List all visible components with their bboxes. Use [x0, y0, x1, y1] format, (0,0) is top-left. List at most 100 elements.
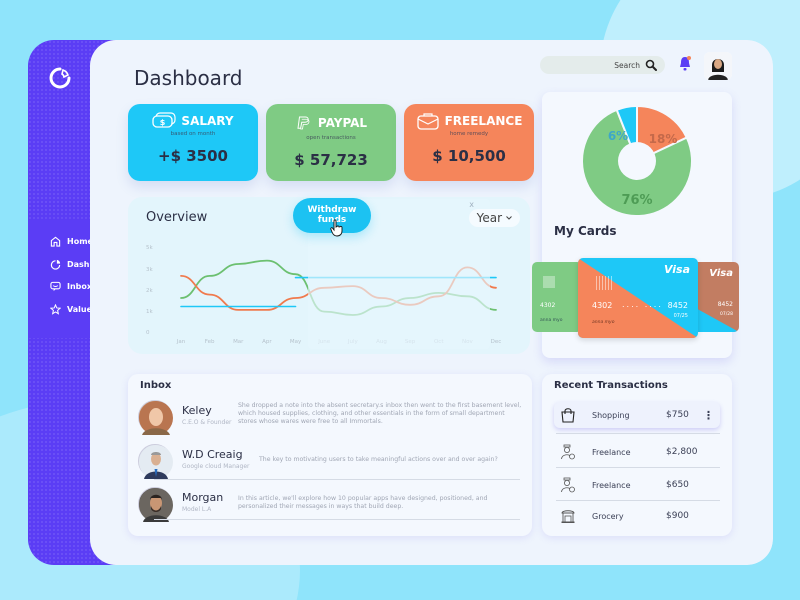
store-icon — [561, 510, 575, 523]
period-select[interactable]: Year — [468, 209, 520, 227]
stat-value: $ 10,500 — [432, 147, 506, 165]
freelancer-icon — [561, 444, 575, 460]
divider — [154, 479, 520, 480]
donut-label: 6% — [608, 129, 628, 143]
app-window: Home Dashboard Inbox Values Dashboard Se… — [28, 40, 773, 565]
stat-subtitle: based on month — [170, 131, 216, 137]
svg-text:Jan: Jan — [176, 339, 186, 345]
page-title: Dashboard — [134, 66, 243, 90]
message-preview: She dropped a note into the absent secre… — [238, 402, 522, 425]
salary-card[interactable]: $ SALARY based on month +$ 3500 — [128, 104, 258, 181]
stat-title: SALARY — [181, 114, 234, 128]
inbox-panel: Inbox Keley C.E.O & Founder She dropped … — [128, 374, 532, 536]
transaction-label: Freelance — [592, 480, 631, 490]
card-holder: anna myo — [540, 318, 563, 323]
spending-donut-chart: 6% 18% 76% — [581, 104, 693, 217]
card-number: 8452 — [667, 301, 688, 310]
stat-value: +$ 3500 — [158, 147, 228, 165]
svg-text:3k: 3k — [146, 267, 153, 273]
sender-role: C.E.O & Founder — [182, 419, 232, 426]
more-options-icon[interactable]: ⋮ — [703, 408, 714, 422]
svg-text:Mar: Mar — [233, 339, 244, 345]
card-number: 4302 — [592, 301, 613, 310]
transaction-label: Shopping — [592, 410, 630, 420]
message-preview: The key to motivating users to take mean… — [259, 456, 498, 463]
transaction-row[interactable]: Freelance $2,800 — [554, 439, 720, 465]
transaction-row[interactable]: Grocery $900 — [554, 503, 720, 529]
sender-name: Keley — [182, 404, 212, 417]
donut-label: 18% — [649, 132, 678, 146]
transaction-row[interactable]: Freelance $650 — [554, 472, 720, 498]
card-chip — [596, 276, 614, 290]
card-holder: anna myo — [592, 320, 615, 325]
search-placeholder: Search — [614, 60, 640, 70]
transaction-row[interactable]: Shopping $750 ⋮ — [554, 402, 720, 428]
stat-title: PAYPAL — [317, 116, 368, 130]
briefcase-icon — [416, 113, 439, 130]
search-icon[interactable] — [645, 59, 657, 71]
svg-text:May: May — [290, 339, 302, 345]
credit-card[interactable]: 4302 anna myo — [532, 262, 582, 332]
paypal-card[interactable]: PAYPAL open transactions $ 57,723 — [266, 104, 396, 181]
svg-text:$: $ — [160, 118, 166, 127]
card-number: 8452 — [717, 301, 733, 308]
logo-icon[interactable] — [48, 66, 72, 90]
divider — [556, 500, 720, 501]
chat-icon — [50, 281, 61, 292]
transactions-title: Recent Transactions — [554, 380, 668, 391]
pointer-hand-icon — [330, 219, 343, 237]
transaction-label: Freelance — [592, 447, 631, 457]
avatar — [138, 400, 173, 435]
freelance-card[interactable]: FREELANCE home remedy $ 10,500 — [404, 104, 534, 181]
stat-value: $ 57,723 — [294, 151, 368, 169]
sidebar-item-inbox[interactable]: Inbox — [50, 281, 92, 292]
user-avatar[interactable] — [704, 52, 732, 80]
sidebar-item-home[interactable]: Home — [50, 236, 93, 247]
pie-chart-icon — [50, 259, 61, 270]
close-icon[interactable]: x — [469, 200, 474, 209]
donut-label: 76% — [621, 193, 652, 208]
transaction-label: Grocery — [592, 511, 624, 521]
sidebar-item-label: Values — [67, 305, 97, 314]
sender-role: Google cloud Manager — [182, 463, 250, 470]
svg-text:Feb: Feb — [205, 339, 215, 345]
sidebar-item-label: Inbox — [67, 282, 93, 291]
credit-card[interactable]: Visa 8452 07/28 — [692, 262, 739, 332]
svg-text:0: 0 — [146, 330, 150, 336]
overview-title: Overview — [146, 210, 208, 225]
freelancer-icon — [561, 477, 575, 493]
avatar — [138, 487, 173, 522]
period-value: Year — [476, 211, 502, 225]
transaction-amount: $650 — [666, 480, 689, 490]
inbox-message[interactable]: Keley C.E.O & Founder She dropped a note… — [138, 400, 521, 440]
card-mask: .... .... — [622, 300, 663, 309]
withdraw-funds-button[interactable]: Withdraw funds — [293, 198, 371, 233]
inbox-message[interactable]: Morgan Model L.A In this article, we'll … — [138, 487, 518, 527]
money-icon: $ — [152, 112, 177, 128]
my-cards-title: My Cards — [554, 224, 617, 238]
sender-role: Model L.A — [182, 506, 212, 513]
star-icon — [50, 304, 61, 315]
svg-text:5k: 5k — [146, 245, 153, 251]
divider — [154, 519, 520, 520]
credit-card-active[interactable]: Visa 4302 .... .... 8452 07/25 anna myo — [578, 258, 698, 338]
svg-text:Dec: Dec — [491, 339, 502, 345]
transaction-amount: $900 — [666, 511, 689, 521]
chevron-down-icon — [506, 216, 512, 220]
divider — [556, 433, 720, 434]
home-icon — [50, 236, 61, 247]
svg-text:2k: 2k — [146, 288, 153, 294]
search-input[interactable]: Search — [540, 56, 665, 74]
sender-name: W.D Creaig — [182, 448, 243, 461]
svg-text:1k: 1k — [146, 309, 153, 315]
card-number: 4302 — [540, 302, 556, 309]
inbox-message[interactable]: W.D Creaig Google cloud Manager The key … — [138, 444, 518, 484]
stat-title: FREELANCE — [444, 114, 523, 128]
notification-bell-icon[interactable] — [678, 55, 692, 73]
sidebar-item-values[interactable]: Values — [50, 304, 97, 315]
card-expiry: 07/25 — [673, 313, 688, 319]
card-brand: Visa — [709, 268, 733, 279]
svg-text:Apr: Apr — [262, 339, 272, 345]
sender-name: Morgan — [182, 491, 224, 504]
inbox-title: Inbox — [140, 380, 172, 391]
